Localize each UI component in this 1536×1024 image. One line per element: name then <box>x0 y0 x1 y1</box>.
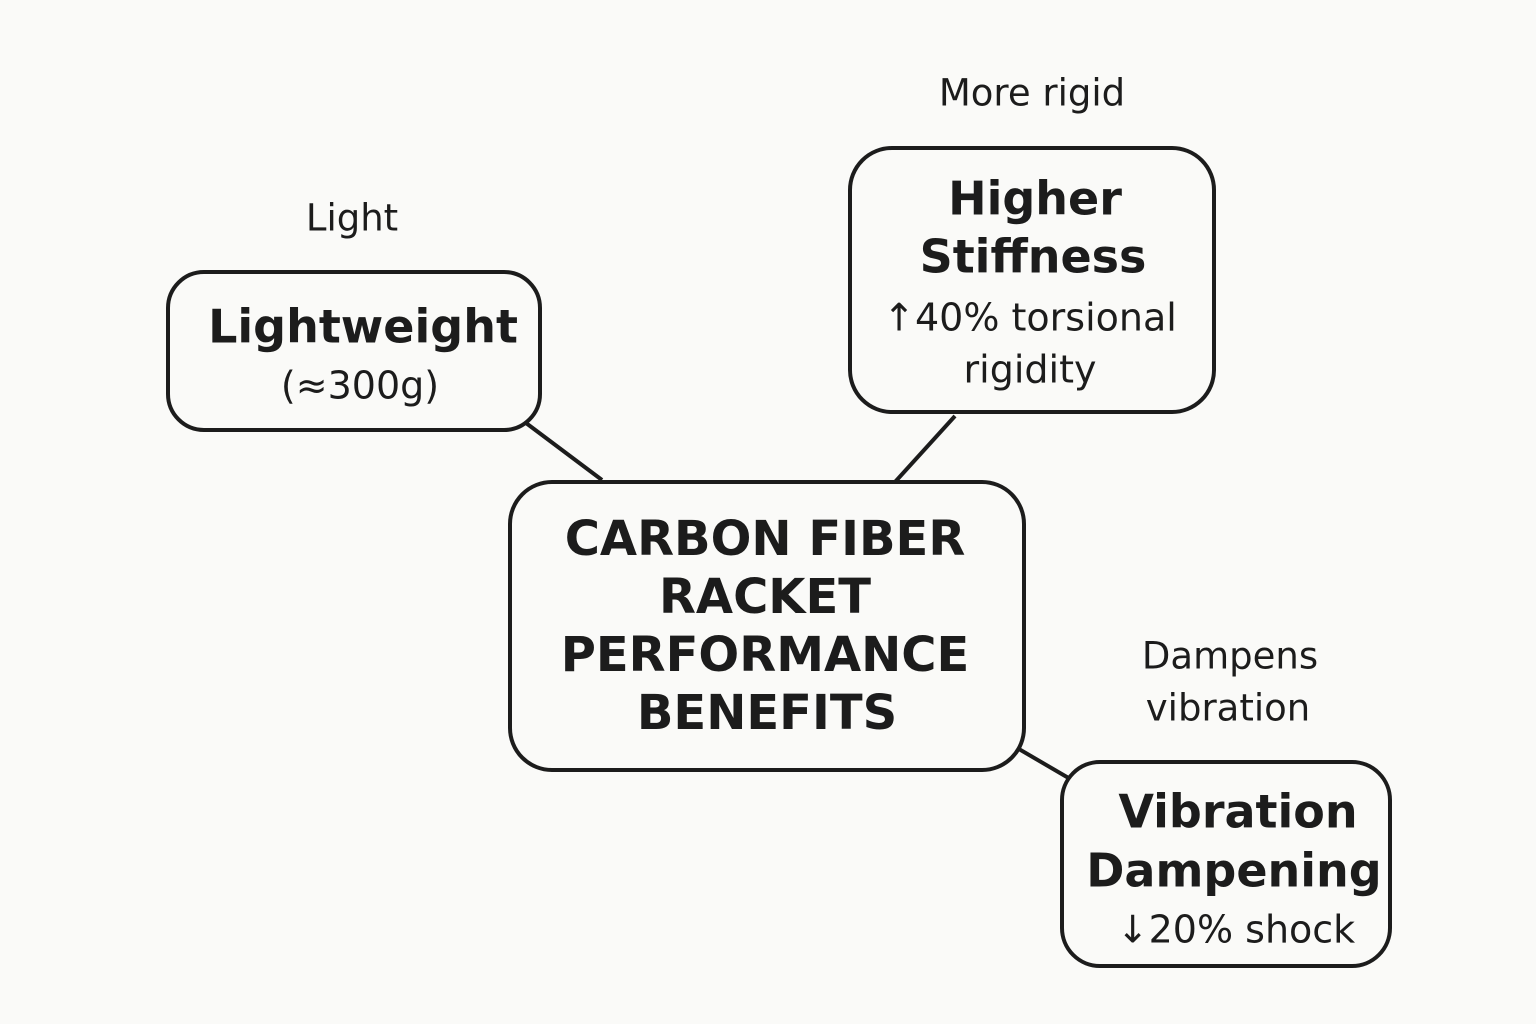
node-detail: rigidity <box>964 348 1097 392</box>
node-title: Higher <box>948 172 1122 226</box>
center-text: RACKET <box>659 569 871 625</box>
node <box>848 146 1216 414</box>
connector <box>1010 743 1074 782</box>
node-detail: ↓20% shock <box>1117 908 1355 952</box>
center-node <box>508 480 1026 772</box>
connector <box>520 418 604 482</box>
node-detail: ↑40% torsional <box>883 296 1177 340</box>
center-text: PERFORMANCE <box>561 627 970 683</box>
connector <box>893 414 957 484</box>
center-text: CARBON FIBER <box>565 511 966 567</box>
center-text: BENEFITS <box>637 685 897 741</box>
node <box>1060 760 1392 968</box>
node <box>166 270 542 432</box>
annotation: Light <box>306 197 398 240</box>
node-title: Lightweight <box>208 300 518 354</box>
node-title: Dampening <box>1086 844 1381 898</box>
annotation: Dampens <box>1142 635 1318 678</box>
node-title: Stiffness <box>920 230 1147 284</box>
annotation: More rigid <box>939 72 1125 115</box>
node-detail: (≈300g) <box>281 364 439 408</box>
annotation: vibration <box>1146 687 1310 730</box>
node-title: Vibration <box>1118 785 1357 839</box>
